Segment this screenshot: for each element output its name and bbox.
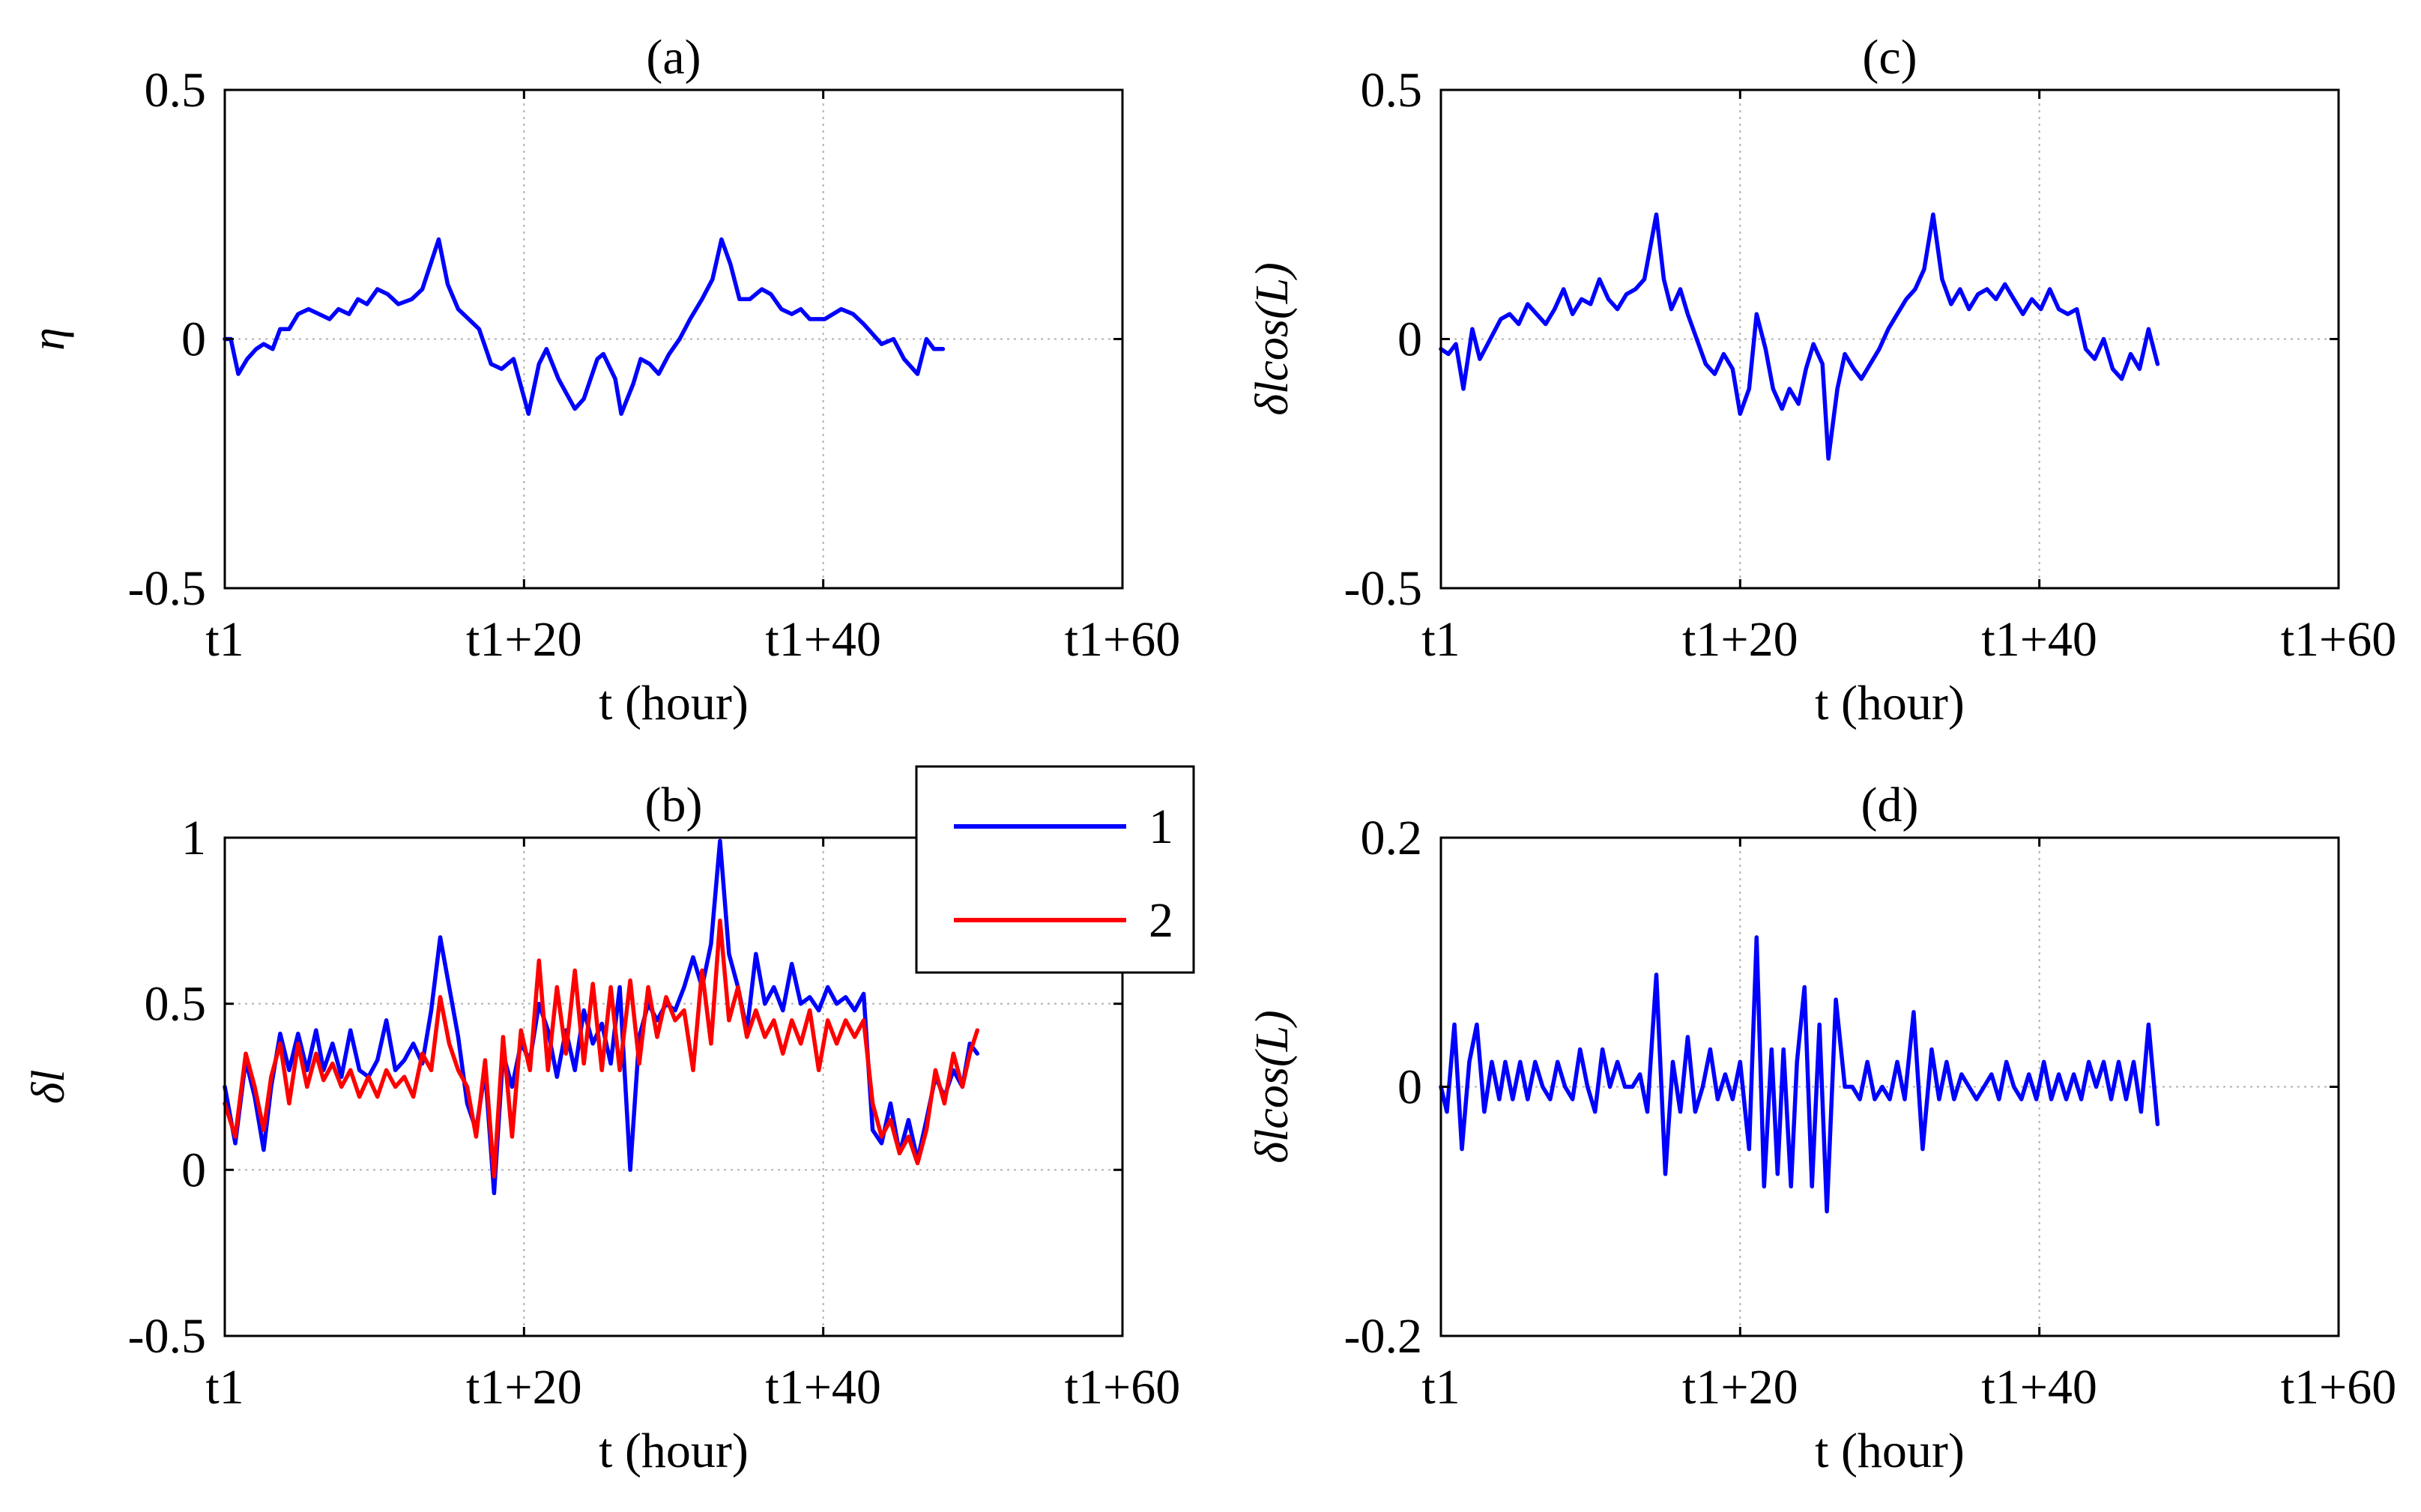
panel-d-ytick-label-2: 0.2 xyxy=(1361,811,1423,865)
panel-c-xtick-label-1: t1+20 xyxy=(1682,612,1798,667)
panel-d-ytick-label-0: -0.2 xyxy=(1344,1309,1422,1364)
panel-d-xtick-label-2: t1+40 xyxy=(1981,1360,2097,1415)
panel-c-xtick-label-2: t1+40 xyxy=(1981,612,2097,667)
panel-b-xtick-label-0: t1 xyxy=(205,1360,244,1415)
panel-c-xtick-label-3: t1+60 xyxy=(2281,612,2397,667)
panel-b-axes-frame xyxy=(223,836,1124,1337)
panel-b-xtick-label-1: t1+20 xyxy=(466,1360,582,1415)
panel-b-ytick-label-1: 0 xyxy=(181,1143,206,1197)
panel-b-xtick-label-2: t1+40 xyxy=(765,1360,881,1415)
panel-a-xtick-label-3: t1+60 xyxy=(1065,612,1181,667)
panel-c-ytick-label-2: 0.5 xyxy=(1361,63,1423,118)
panel-b-legend-label-2: 2 xyxy=(1149,893,1173,948)
panel-c-ylabel: δlcos(L) xyxy=(1247,262,1298,415)
panel-b-legend-label-1: 1 xyxy=(1149,799,1173,854)
panel-b-series-line-2 xyxy=(223,919,980,1179)
panel-b-title: (b) xyxy=(645,778,703,832)
panel-c-xlabel: t (hour) xyxy=(1815,676,1965,731)
panel-a-series-line-1 xyxy=(223,237,946,417)
panel-c-xtick-label-0: t1 xyxy=(1421,612,1460,667)
panel-a-ytick-label-0: -0.5 xyxy=(128,561,206,616)
panel-d-ytick-label-1: 0 xyxy=(1397,1060,1422,1115)
panel-d-xtick-label-1: t1+20 xyxy=(1682,1360,1798,1415)
panel-b-ylabel: δl xyxy=(23,1069,74,1104)
panel-b-xtick-label-3: t1+60 xyxy=(1065,1360,1181,1415)
panel-c-title: (c) xyxy=(1862,30,1917,85)
panel-a-title: (a) xyxy=(646,30,701,85)
panel-c-ytick-label-0: -0.5 xyxy=(1344,561,1422,616)
panel-b-ytick-label-2: 0.5 xyxy=(145,977,207,1032)
panel-a-xtick-label-1: t1+20 xyxy=(466,612,582,667)
panel-a-xtick-label-0: t1 xyxy=(205,612,244,667)
panel-b-series-line-1 xyxy=(223,838,980,1196)
panel-d-xlabel: t (hour) xyxy=(1815,1424,1965,1478)
panel-b-xlabel: t (hour) xyxy=(599,1424,749,1478)
panel-c-ytick-label-1: 0 xyxy=(1397,312,1422,367)
panel-a-xtick-label-2: t1+40 xyxy=(765,612,881,667)
panel-b-legend-box xyxy=(915,765,1195,974)
panel-b-ytick-label-3: 1 xyxy=(181,811,206,865)
panel-d-ylabel: δlcos(L) xyxy=(1247,1010,1298,1163)
panel-a-ytick-label-2: 0.5 xyxy=(145,63,207,118)
panel-d-title: (d) xyxy=(1861,778,1919,832)
panel-d-xtick-label-3: t1+60 xyxy=(2281,1360,2397,1415)
panel-a-ytick-label-1: 0 xyxy=(181,312,206,367)
panel-b-ytick-label-0: -0.5 xyxy=(128,1309,206,1364)
panel-a-ylabel: η xyxy=(23,327,74,351)
panel-d-xtick-label-0: t1 xyxy=(1421,1360,1460,1415)
panel-c-series-line-1 xyxy=(1439,212,2160,461)
panel-a-xlabel: t (hour) xyxy=(599,676,749,731)
panel-d-series-line-1 xyxy=(1439,935,2160,1214)
